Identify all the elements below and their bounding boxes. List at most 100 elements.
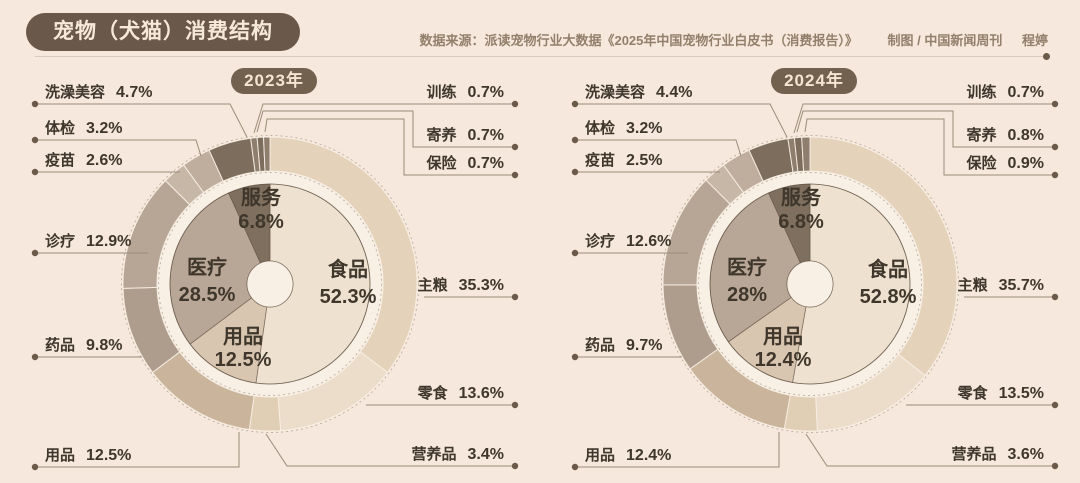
label-dot bbox=[511, 143, 519, 151]
sub-label: 用品 12.5% bbox=[45, 447, 131, 464]
outer-segment-11 bbox=[263, 136, 271, 172]
label-dot bbox=[571, 463, 579, 471]
source-line: 数据来源：派读宠物行业大数据《2025年中国宠物行业白皮书（消费报告）》 制图 … bbox=[419, 30, 1048, 49]
label-dot bbox=[1051, 143, 1059, 151]
label-dot bbox=[31, 353, 39, 361]
year-badge-2023: 2023年 bbox=[231, 68, 317, 94]
label-dot bbox=[511, 293, 519, 301]
inner-label-name: 服务 bbox=[781, 185, 822, 209]
label-dot bbox=[31, 136, 39, 144]
label-dot bbox=[511, 100, 519, 108]
label-dot bbox=[31, 100, 39, 108]
sub-label: 主粮 35.3% bbox=[418, 276, 504, 294]
label-dot bbox=[571, 168, 579, 176]
sub-label: 零食 13.5% bbox=[957, 384, 1044, 402]
sub-label: 营养品 3.6% bbox=[952, 445, 1044, 463]
leader-line bbox=[256, 110, 515, 148]
sub-label: 洗澡美容 4.4% bbox=[585, 83, 692, 101]
inner-label-value: 28% bbox=[727, 284, 767, 306]
inner-label-value: 12.4% bbox=[755, 349, 812, 371]
leader-line bbox=[796, 110, 1055, 148]
chart-2024: 主粮 35.7% 零食 13.5% 营养品 3.6% 用品 12.4% 药品 9.7% 诊疗 12.6… bbox=[540, 60, 1080, 483]
credit-text: 制图 / 中国新闻周刊 bbox=[887, 33, 1003, 48]
label-dot bbox=[31, 463, 39, 471]
leader-line bbox=[35, 139, 202, 157]
leader-line bbox=[35, 103, 248, 138]
sub-label: 诊疗 12.6% bbox=[585, 232, 671, 250]
page-title: 宠物（犬猫）消费结构 bbox=[26, 13, 300, 51]
sub-label: 营养品 3.4% bbox=[412, 445, 504, 463]
inner-label-name: 医疗 bbox=[727, 255, 767, 279]
donut-chart-2024: 主粮 35.7% 零食 13.5% 营养品 3.6% 用品 12.4% 药品 9.7% 诊疗 12.6… bbox=[571, 83, 1059, 471]
sub-label: 保险 0.9% bbox=[966, 154, 1044, 172]
label-dot bbox=[31, 249, 39, 257]
inner-label-value: 28.5% bbox=[179, 284, 236, 306]
leader-line bbox=[804, 118, 1055, 176]
inner-label-name: 食品 bbox=[328, 257, 368, 281]
dashed-outline bbox=[661, 135, 959, 433]
sub-label: 疫苗 2.5% bbox=[585, 151, 662, 169]
label-dot bbox=[1051, 100, 1059, 108]
outer-segment-11 bbox=[801, 136, 811, 172]
label-dot bbox=[511, 401, 519, 409]
leader-line bbox=[575, 139, 742, 157]
sub-label: 药品 9.7% bbox=[585, 336, 662, 354]
sub-label: 寄养 0.7% bbox=[427, 126, 504, 144]
chart-2023: 主粮 35.3% 零食 13.6% 营养品 3.4% 用品 12.5% 药品 9.8% 诊疗 12.9… bbox=[0, 60, 540, 483]
sub-label: 主粮 35.7% bbox=[958, 276, 1044, 294]
leader-line bbox=[793, 103, 1055, 134]
sub-label: 药品 9.8% bbox=[45, 336, 122, 354]
label-dot bbox=[31, 168, 39, 176]
sub-label: 诊疗 12.9% bbox=[45, 232, 131, 250]
data-source-text: 数据来源：派读宠物行业大数据《2025年中国宠物行业白皮书（消费报告）》 bbox=[419, 33, 858, 48]
donut-chart-2023: 主粮 35.3% 零食 13.6% 营养品 3.4% 用品 12.5% 药品 9.8% 诊疗 12.9… bbox=[31, 83, 519, 471]
sub-label: 用品 12.4% bbox=[585, 447, 671, 464]
sub-label: 训练 0.7% bbox=[967, 83, 1044, 101]
inner-label-value: 52.3% bbox=[320, 286, 377, 308]
label-dot bbox=[571, 353, 579, 361]
label-dot bbox=[1051, 171, 1059, 179]
inner-label-value: 52.8% bbox=[860, 286, 917, 308]
dashed-outline bbox=[698, 172, 922, 396]
inner-label-value: 12.5% bbox=[215, 349, 272, 371]
divider bbox=[35, 53, 1050, 60]
inner-label-name: 用品 bbox=[763, 325, 803, 348]
inner-label-name: 用品 bbox=[223, 325, 263, 348]
sub-label: 洗澡美容 4.7% bbox=[45, 83, 152, 101]
leader-line bbox=[264, 118, 515, 176]
label-dot bbox=[511, 171, 519, 179]
label-dot bbox=[571, 136, 579, 144]
inner-label-name: 服务 bbox=[241, 185, 282, 209]
dashed-outline bbox=[121, 135, 419, 433]
leader-line bbox=[253, 103, 515, 134]
label-dot bbox=[1051, 401, 1059, 409]
sub-label: 保险 0.7% bbox=[426, 154, 504, 172]
inner-label-name: 医疗 bbox=[187, 255, 227, 279]
leader-line bbox=[805, 433, 1055, 467]
author-text: 程婷 bbox=[1021, 33, 1048, 48]
sub-label: 体检 3.2% bbox=[45, 119, 122, 137]
year-badge-2024: 2024年 bbox=[771, 68, 857, 94]
inner-label-value: 6.8% bbox=[238, 211, 284, 233]
inner-pie-outline bbox=[709, 183, 911, 385]
sub-label: 寄养 0.8% bbox=[967, 126, 1044, 144]
center-hole bbox=[246, 260, 294, 308]
leader-line bbox=[575, 432, 780, 468]
inner-label-value: 6.8% bbox=[778, 211, 824, 233]
label-dot bbox=[1051, 293, 1059, 301]
sub-label: 体检 3.2% bbox=[585, 119, 662, 137]
leader-line bbox=[265, 433, 515, 467]
label-dot bbox=[511, 462, 519, 470]
outer-segment-2 bbox=[248, 395, 282, 432]
sub-label: 疫苗 2.6% bbox=[45, 151, 122, 169]
label-dot bbox=[571, 100, 579, 108]
inner-label-name: 食品 bbox=[868, 257, 908, 281]
sub-label: 零食 13.6% bbox=[417, 384, 504, 402]
center-hole bbox=[786, 260, 834, 308]
label-dot bbox=[1051, 462, 1059, 470]
label-dot bbox=[571, 249, 579, 257]
divider-end-dot bbox=[1043, 53, 1050, 60]
sub-label: 训练 0.7% bbox=[427, 83, 504, 101]
leader-line bbox=[575, 103, 788, 138]
